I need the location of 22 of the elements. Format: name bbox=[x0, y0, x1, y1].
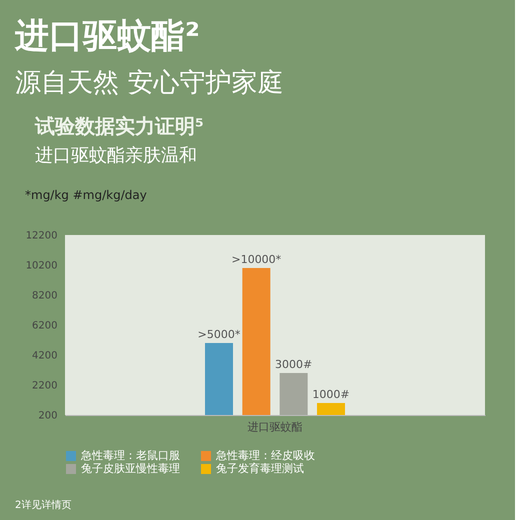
data-label: >5000* bbox=[198, 328, 241, 341]
y-tick-label: 6200 bbox=[32, 320, 58, 332]
y-tick-label: 10200 bbox=[26, 260, 58, 272]
legend-label: 急性毒理：经皮吸收 bbox=[215, 449, 315, 462]
text: 2详见详情页 bbox=[15, 499, 72, 511]
legend-label: 兔子发育毒理测试 bbox=[216, 462, 304, 475]
y-tick-label: 200 bbox=[38, 410, 58, 422]
data-label: 3000# bbox=[275, 358, 312, 371]
text: 进口驱蚊酯² bbox=[14, 16, 200, 56]
y-tick-label: 12200 bbox=[26, 230, 58, 242]
y-tick-label: 2200 bbox=[32, 380, 58, 392]
legend-label: 兔子皮肤亚慢性毒理 bbox=[81, 462, 180, 475]
y-tick-label: 4200 bbox=[32, 350, 58, 362]
legend-label: 急性毒理：老鼠口服 bbox=[80, 449, 180, 462]
y-tick-label: 8200 bbox=[32, 290, 58, 302]
chart-subtitle: 进口驱蚊酯亲肤温和 bbox=[35, 145, 197, 166]
chart-title: 试验数据实力证明⁵ bbox=[34, 114, 204, 138]
x-tick-label: 进口驱蚊酯 bbox=[248, 420, 302, 434]
y-axis-title: *mg/kg #mg/kg/day bbox=[25, 188, 147, 202]
text: 源自天然 安心守护家庭 bbox=[15, 68, 284, 98]
data-label: >10000* bbox=[231, 253, 282, 266]
data-label: 1000# bbox=[312, 388, 350, 401]
